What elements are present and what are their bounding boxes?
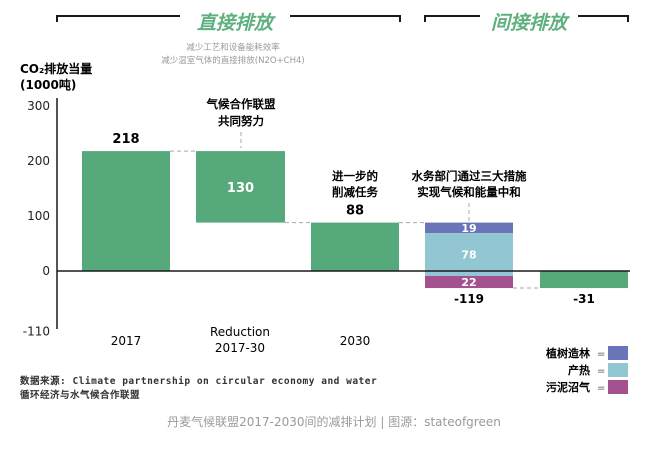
annotation-text: 削减任务 [332, 185, 378, 199]
y-axis-label: CO₂排放当量 [20, 61, 92, 76]
bracket-direct-left [56, 15, 180, 22]
legend-equals: = [597, 349, 605, 360]
bar-segment-biogas [425, 275, 513, 289]
annotation-text: 共同努力 [218, 114, 264, 128]
x-tick-label: 2017-30 [215, 341, 265, 355]
data-label-net: -31 [573, 292, 595, 306]
legend-label: 污泥沼气 [546, 380, 590, 394]
bar-reduction [196, 151, 285, 223]
bar-2030 [311, 222, 399, 271]
legend-swatch [608, 363, 628, 377]
data-label-indirect-total: -119 [454, 292, 484, 306]
legend-label: 产热 [568, 363, 590, 377]
x-tick-label: 2017 [111, 334, 142, 348]
annotation-text: 进一步的 [332, 169, 378, 183]
y-axis-unit: (1000吨) [20, 77, 76, 92]
legend-equals: = [597, 366, 605, 377]
waterfall-chart: CO₂排放当量(1000吨) 300 200 100 0 -110 直接排放 间接排放减少工艺… [20, 12, 630, 394]
direct-note-1: 减少工艺和设备能耗效率 [186, 42, 280, 53]
data-label-2030: 88 [346, 204, 364, 219]
y-tick-label: -110 [23, 325, 50, 339]
data-label-reduction: 130 [227, 181, 254, 196]
legend-equals: = [597, 383, 605, 394]
section-title-indirect: 间接排放 [491, 12, 570, 34]
annotation-text: 水务部门通过三大措施 [412, 169, 527, 183]
annotation-text: 实现气候和能量中和 [417, 185, 521, 199]
data-label-2017: 218 [112, 132, 139, 147]
segment-label: 22 [461, 276, 476, 289]
bar-net [540, 271, 628, 289]
bracket-direct-right [290, 15, 401, 22]
direct-note-2: 减少温室气体的直接排放(N2O+CH4) [161, 55, 304, 66]
bar-segment-heat [425, 233, 513, 276]
y-tick-label: 100 [27, 209, 50, 223]
source-line-1: 数据来源: Climate partnership on circular ec… [20, 376, 378, 387]
bracket-indirect-right [578, 15, 629, 22]
figure-caption: 丹麦气候联盟2017-2030间的减排计划 | 图源：stateofgreen [167, 415, 501, 429]
x-tick-label: 2030 [340, 334, 371, 348]
segment-label: 19 [461, 222, 476, 235]
y-tick-label: 200 [27, 154, 50, 168]
segment-label: 78 [461, 249, 476, 262]
section-title-direct: 直接排放 [197, 12, 276, 34]
legend-swatch [608, 346, 628, 360]
y-tick-label: 300 [27, 99, 50, 113]
legend-label: 植树造林 [545, 346, 590, 360]
annotation-text: 气候合作联盟 [206, 97, 276, 111]
y-tick-label: 0 [42, 264, 50, 278]
source-line-2: 循环经济与水气候合作联盟 [20, 390, 141, 401]
bar-segment-afforestation [425, 222, 513, 234]
x-tick-label: Reduction [210, 325, 270, 339]
bracket-indirect-left [424, 15, 480, 22]
bar-2017 [82, 151, 170, 271]
legend-swatch [608, 380, 628, 394]
